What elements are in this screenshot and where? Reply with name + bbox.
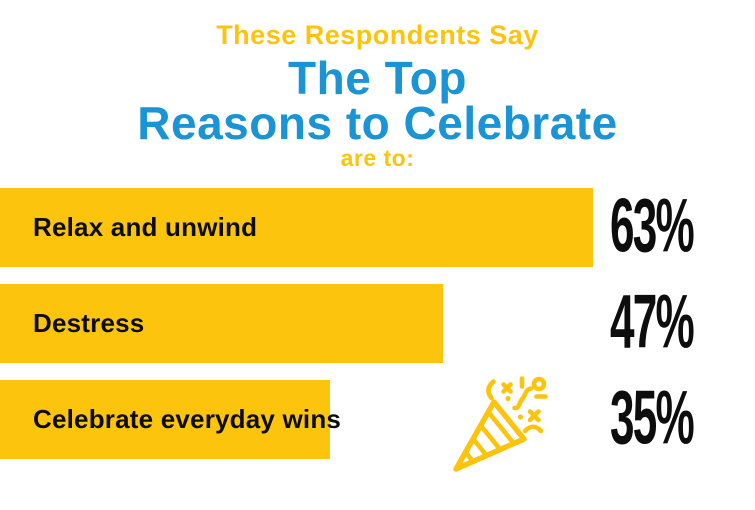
- bar-value: 47%: [610, 278, 695, 364]
- page-title-line1: The Top: [288, 52, 467, 104]
- bar-row: Relax and unwind 63%: [0, 182, 755, 268]
- bar-label: Celebrate everyday wins: [33, 404, 342, 434]
- bar-value: 63%: [610, 182, 695, 268]
- bar-label: Destress: [33, 308, 145, 338]
- header: These Respondents Say The Top Reasons to…: [0, 0, 755, 171]
- confetti-cross-1: [501, 382, 513, 394]
- bar-label: Relax and unwind: [33, 212, 258, 242]
- party-popper-icon: [453, 376, 548, 472]
- confetti-cross-2: [527, 409, 541, 423]
- confetti-dot-1: [505, 395, 511, 402]
- page-title-line2: Reasons to Celebrate: [137, 97, 618, 149]
- bar-row: Celebrate everyday wins 35%: [0, 374, 755, 460]
- bar-fill: Destress: [0, 284, 443, 363]
- header-subtitle: are to:: [340, 145, 415, 171]
- confetti-frown-arc: [522, 424, 544, 434]
- bar-fill: Celebrate everyday wins: [0, 380, 341, 459]
- bar-value: 35%: [610, 374, 695, 460]
- confetti-squiggle: [512, 386, 534, 411]
- bar-chart: Relax and unwind 63% Destress 47% Celebr…: [0, 182, 755, 476]
- confetti-dot-2: [517, 414, 524, 420]
- confetti-ring: [531, 376, 547, 392]
- bar-fill: Relax and unwind: [0, 188, 594, 267]
- bar-row: Destress 47%: [0, 278, 755, 364]
- confetti-arc: [486, 379, 496, 401]
- header-eyebrow: These Respondents Say: [216, 20, 539, 50]
